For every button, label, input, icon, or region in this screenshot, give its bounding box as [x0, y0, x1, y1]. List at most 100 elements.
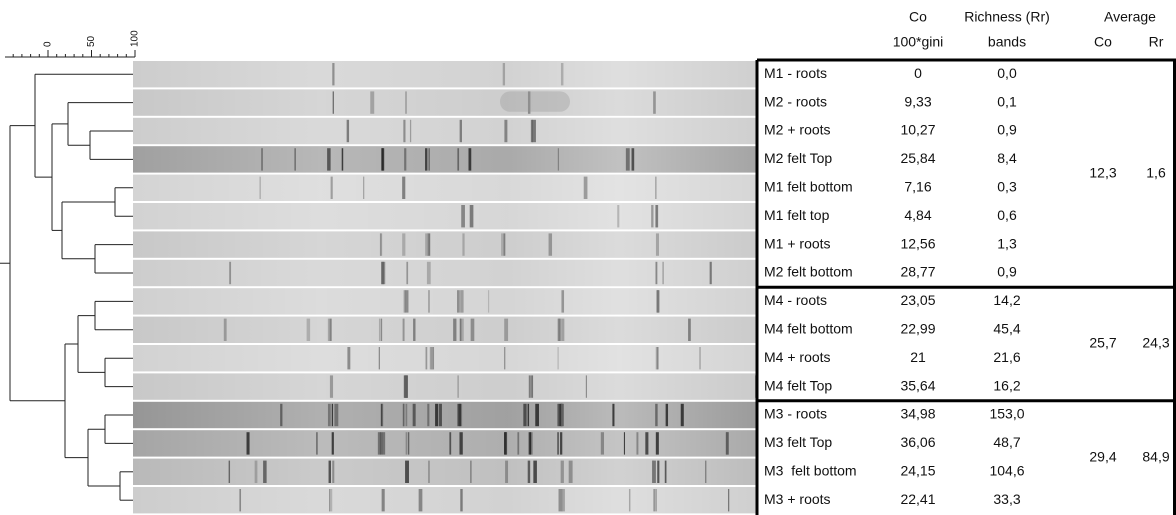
co-value: 24,15 [900, 463, 935, 479]
sample-name: M2 - roots [764, 93, 827, 109]
gel-band [471, 319, 475, 341]
gel-band [255, 461, 258, 483]
average-rr: 24,3 [1142, 335, 1169, 351]
rr-value: 0,6 [997, 207, 1017, 223]
gel-band [504, 319, 508, 341]
gel-band [382, 489, 385, 511]
gel-band [332, 461, 334, 483]
gel-band [569, 461, 573, 483]
sample-name: M3 + roots [764, 491, 831, 507]
rr-value: 14,2 [993, 292, 1020, 308]
header-co: Co [909, 9, 927, 25]
gel-band [460, 120, 462, 142]
gel-band [470, 205, 474, 227]
gel-band [632, 148, 635, 170]
gel-band [405, 461, 409, 483]
gel-sheen [133, 175, 757, 201]
gel-band [402, 177, 405, 199]
gel-band [460, 319, 461, 341]
rr-value: 0,3 [997, 179, 1017, 195]
gel-band [517, 432, 519, 454]
gel-sheen [133, 430, 757, 456]
gel-band [655, 404, 657, 426]
rr-value: 8,4 [997, 150, 1017, 166]
gel-band [617, 205, 619, 227]
gel-band [380, 432, 382, 454]
gel-band [307, 319, 311, 341]
gel-band [656, 347, 658, 369]
gel-band [523, 404, 526, 426]
gel-band [557, 432, 559, 454]
gel-band [558, 319, 560, 341]
gel-image [133, 61, 763, 513]
average-co: 12,3 [1089, 164, 1116, 180]
sample-name: M1 felt bottom [764, 179, 853, 195]
gel-band [402, 233, 405, 255]
gel-band [328, 319, 330, 341]
gel-band [405, 91, 406, 113]
gel-band [656, 233, 659, 255]
gel-band [503, 63, 505, 85]
co-value: 34,98 [900, 406, 935, 422]
gel-band [403, 404, 405, 426]
gel-band [656, 262, 658, 284]
sample-name: M1 - roots [764, 65, 827, 81]
gel-band [229, 461, 230, 483]
co-value: 28,77 [900, 264, 935, 280]
rr-value: 21,6 [993, 349, 1020, 365]
gel-band [406, 432, 407, 454]
gel-band [558, 347, 559, 369]
sample-name: M4 felt Top [764, 377, 832, 393]
sample-name: M1 + roots [764, 235, 831, 251]
header-rr: Richness (Rr) [964, 9, 1050, 25]
gel-band [403, 319, 405, 341]
data-table: Co 100*gini Richness (Rr) bands Average … [757, 9, 1176, 515]
gel-band [379, 319, 381, 341]
gel-band [425, 233, 428, 255]
gel-band [535, 404, 539, 426]
gel-sheen [133, 373, 757, 399]
gel-band [439, 404, 442, 426]
co-value: 23,05 [900, 292, 935, 308]
gel-sheen [133, 89, 757, 115]
gel-sheen [133, 61, 757, 87]
gel-band [406, 262, 408, 284]
gel-band [435, 404, 438, 426]
gel-band [662, 262, 663, 284]
scale-tick-label: 100 [130, 30, 141, 47]
sample-name: M1 felt top [764, 207, 830, 223]
gel-band [342, 148, 344, 170]
rr-value: 0,0 [997, 65, 1017, 81]
gel-band [263, 461, 266, 483]
gel-sheen [133, 402, 757, 428]
header-avg-co: Co [1094, 34, 1112, 50]
gel-band [380, 233, 382, 255]
gel-band [382, 432, 385, 454]
gel-band [331, 177, 333, 199]
gel-band [560, 432, 562, 454]
co-value: 22,41 [900, 491, 935, 507]
gel-band [505, 461, 508, 483]
gel-band [655, 205, 657, 227]
gel-band [403, 120, 404, 142]
gel-band [419, 489, 423, 511]
gel-band [561, 290, 564, 312]
gel-band [665, 461, 667, 483]
gel-band [449, 432, 451, 454]
gel-band [532, 120, 536, 142]
gel-band [406, 404, 408, 426]
gel-band [457, 148, 459, 170]
gel-band [427, 262, 431, 284]
gel-sheen [133, 203, 757, 229]
header-avg-rr: Rr [1149, 34, 1164, 50]
gel-blob [500, 91, 570, 111]
gel-band [347, 347, 350, 369]
scale-tick-label: 50 [86, 35, 97, 47]
rr-value: 1,3 [997, 235, 1017, 251]
co-value: 36,06 [900, 434, 935, 450]
page: Co 100*gini Richness (Rr) bands Average … [0, 0, 1176, 515]
gel-band [405, 290, 409, 312]
gel-band [624, 432, 625, 454]
rr-value: 45,4 [993, 321, 1020, 337]
sample-name: M3 - roots [764, 406, 827, 422]
